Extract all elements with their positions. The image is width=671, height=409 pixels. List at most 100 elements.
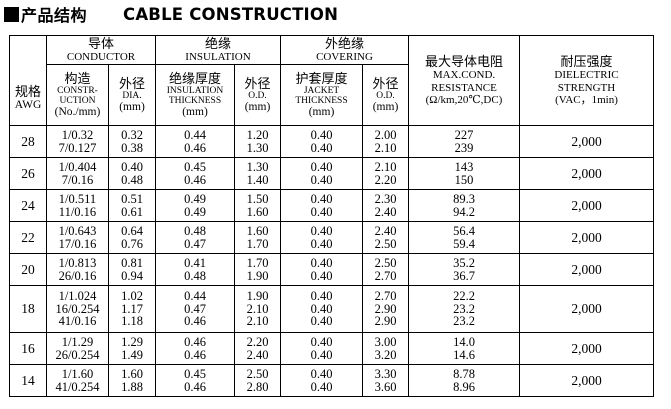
insulation-od-cell: 1.50 1.60 xyxy=(234,189,281,222)
dia-cell-line: 0.48 xyxy=(121,172,143,187)
insulation-od-cell-line: 1.60 xyxy=(246,204,269,219)
construction-cell: 1/0.813 26/0.16 xyxy=(46,253,109,286)
jacket-od-cell-line: 3.30 xyxy=(374,366,397,381)
dia-cell-line: 1.29 xyxy=(121,334,143,349)
jacket-thickness-cell-line: 0.40 xyxy=(310,334,333,349)
jacket-od-cell: 2.40 2.50 xyxy=(362,221,409,254)
insulation-thickness-cell-line: 0.49 xyxy=(184,191,206,206)
awg-cell: 16 xyxy=(9,332,47,365)
jacket-thickness-cell: 0.40 0.40 xyxy=(280,125,363,158)
header-row-group: 规格 AWG 导体 CONDUCTOR 绝缘 INSULATION 外绝缘 CO… xyxy=(9,34,654,126)
insulation-od-cell-line: 2.40 xyxy=(246,347,269,362)
insulation-od-cell-line: 1.20 xyxy=(246,127,269,142)
resistance-cell-line: 143 xyxy=(454,159,474,174)
square-bullet-icon xyxy=(4,6,19,22)
resistance-cell: 35.2 36.7 xyxy=(408,253,520,286)
awg-cell-value: 14 xyxy=(21,372,35,388)
resistance-cell: 22.2 23.2 23.2 xyxy=(408,285,520,333)
jacket-thickness-cell-line: 0.40 xyxy=(310,379,333,394)
resistance-cell-line: 8.78 xyxy=(453,366,475,381)
dielectric-cell-value: 2,000 xyxy=(571,301,602,317)
dia-cell: 0.51 0.61 xyxy=(108,189,156,222)
construction-cell-line: 41/0.254 xyxy=(55,379,100,394)
construction-cell-line: 1/0.404 xyxy=(58,159,97,174)
jacket-od-cell-line: 2.70 xyxy=(374,289,397,304)
jacket-thickness-cell-line: 0.40 xyxy=(310,289,333,304)
jacket-thickness-cell-line: 0.40 xyxy=(310,366,333,381)
insulation-thickness-cell: 0.45 0.46 xyxy=(155,157,235,190)
header-awg: 规格 AWG xyxy=(9,35,47,126)
header-sub-row: 构造 CONSTR- UCTION (No./mm) 外径 DIA. (mm) … xyxy=(10,64,654,126)
insulation-thickness-cell-line: 0.46 xyxy=(184,334,206,349)
awg-cell: 28 xyxy=(9,125,47,158)
insulation-od-cell-line: 2.20 xyxy=(246,334,269,349)
resistance-cell-line: 14.6 xyxy=(453,347,475,362)
insulation-od-cell-line: 1.70 xyxy=(246,255,269,270)
resistance-cell-line: 94.2 xyxy=(453,204,475,219)
insulation-od-cell: 2.20 2.40 xyxy=(234,332,281,365)
dia-cell-line: 0.94 xyxy=(121,268,143,283)
header-jacket-thickness: 护套厚度 JACKET THICKNESS (mm) xyxy=(280,64,363,126)
awg-cell-value: 26 xyxy=(21,165,35,181)
insulation-thickness-cell-line: 0.49 xyxy=(184,204,206,219)
insulation-od-cell: 1.90 2.10 2.10 xyxy=(234,285,281,333)
insulation-od-cell-line: 1.40 xyxy=(246,172,269,187)
insulation-od-cell-line: 1.30 xyxy=(246,140,269,155)
dia-cell-line: 1.60 xyxy=(121,366,143,381)
construction-cell: 1/0.643 17/0.16 xyxy=(46,221,109,254)
construction-cell-line: 7/0.127 xyxy=(58,140,97,155)
header-insulation: 绝缘 INSULATION xyxy=(155,34,281,66)
resistance-cell-line: 227 xyxy=(454,127,474,142)
header-conductor: 导体 CONDUCTOR xyxy=(46,34,156,66)
dielectric-cell-value: 2,000 xyxy=(571,165,602,181)
insulation-od-cell-line: 1.30 xyxy=(246,159,269,174)
jacket-od-cell-line: 2.30 xyxy=(374,191,397,206)
construction-cell-line: 1/0.813 xyxy=(58,255,97,270)
header-dia: 外径 DIA. (mm) xyxy=(108,64,156,126)
dia-cell: 1.60 1.88 xyxy=(108,364,156,397)
insulation-od-cell-line: 1.90 xyxy=(246,289,269,304)
jacket-thickness-cell: 0.40 0.40 0.40 xyxy=(280,285,363,333)
jacket-thickness-cell-line: 0.40 xyxy=(310,236,333,251)
dielectric-cell-value: 2,000 xyxy=(571,372,602,388)
jacket-od-cell-line: 2.90 xyxy=(374,314,397,329)
construction-cell: 1/1.60 41/0.254 xyxy=(46,364,109,397)
insulation-od-cell-line: 1.50 xyxy=(246,191,269,206)
insulation-thickness-cell-line: 0.48 xyxy=(184,223,206,238)
dielectric-cell: 2,000 xyxy=(519,189,654,222)
construction-cell-line: 1/0.32 xyxy=(61,127,94,142)
jacket-od-cell-line: 2.40 xyxy=(374,223,397,238)
dielectric-cell: 2,000 xyxy=(519,253,654,286)
jacket-od-cell: 3.00 3.20 xyxy=(362,332,409,365)
insulation-od-cell-line: 1.90 xyxy=(246,268,269,283)
awg-cell-value: 22 xyxy=(21,229,35,245)
insulation-od-cell-line: 2.10 xyxy=(246,301,269,316)
jacket-od-cell-line: 2.50 xyxy=(374,236,397,251)
insulation-thickness-cell-line: 0.44 xyxy=(184,289,206,304)
jacket-od-cell-line: 2.20 xyxy=(374,172,397,187)
dia-cell-line: 1.49 xyxy=(121,347,143,362)
jacket-thickness-cell-line: 0.40 xyxy=(310,159,333,174)
construction-cell-line: 1/0.511 xyxy=(58,191,97,206)
resistance-cell-line: 14.0 xyxy=(453,334,475,349)
jacket-thickness-cell-line: 0.40 xyxy=(310,127,333,142)
jacket-od-cell: 2.10 2.20 xyxy=(362,157,409,190)
resistance-cell-line: 150 xyxy=(454,172,474,187)
dielectric-cell: 2,000 xyxy=(519,157,654,190)
dielectric-cell-value: 2,000 xyxy=(571,340,602,356)
construction-cell-line: 16/0.254 xyxy=(55,301,100,316)
jacket-thickness-cell: 0.40 0.40 xyxy=(280,221,363,254)
dia-cell: 1.02 1.17 1.18 xyxy=(108,285,156,333)
awg-cell-value: 28 xyxy=(21,133,35,149)
dia-cell-line: 1.18 xyxy=(121,314,143,329)
awg-cell: 24 xyxy=(9,189,47,222)
dielectric-cell-value: 2,000 xyxy=(571,133,602,149)
insulation-thickness-cell-line: 0.47 xyxy=(184,301,206,316)
header-covering: 外绝缘 COVERING xyxy=(280,34,409,66)
insulation-thickness-cell-line: 0.48 xyxy=(184,268,206,283)
jacket-od-cell-line: 2.50 xyxy=(374,255,397,270)
resistance-cell: 56.4 59.4 xyxy=(408,221,520,254)
jacket-od-cell: 2.50 2.70 xyxy=(362,253,409,286)
construction-cell-line: 41/0.16 xyxy=(58,314,97,329)
jacket-thickness-cell-line: 0.40 xyxy=(310,347,333,362)
